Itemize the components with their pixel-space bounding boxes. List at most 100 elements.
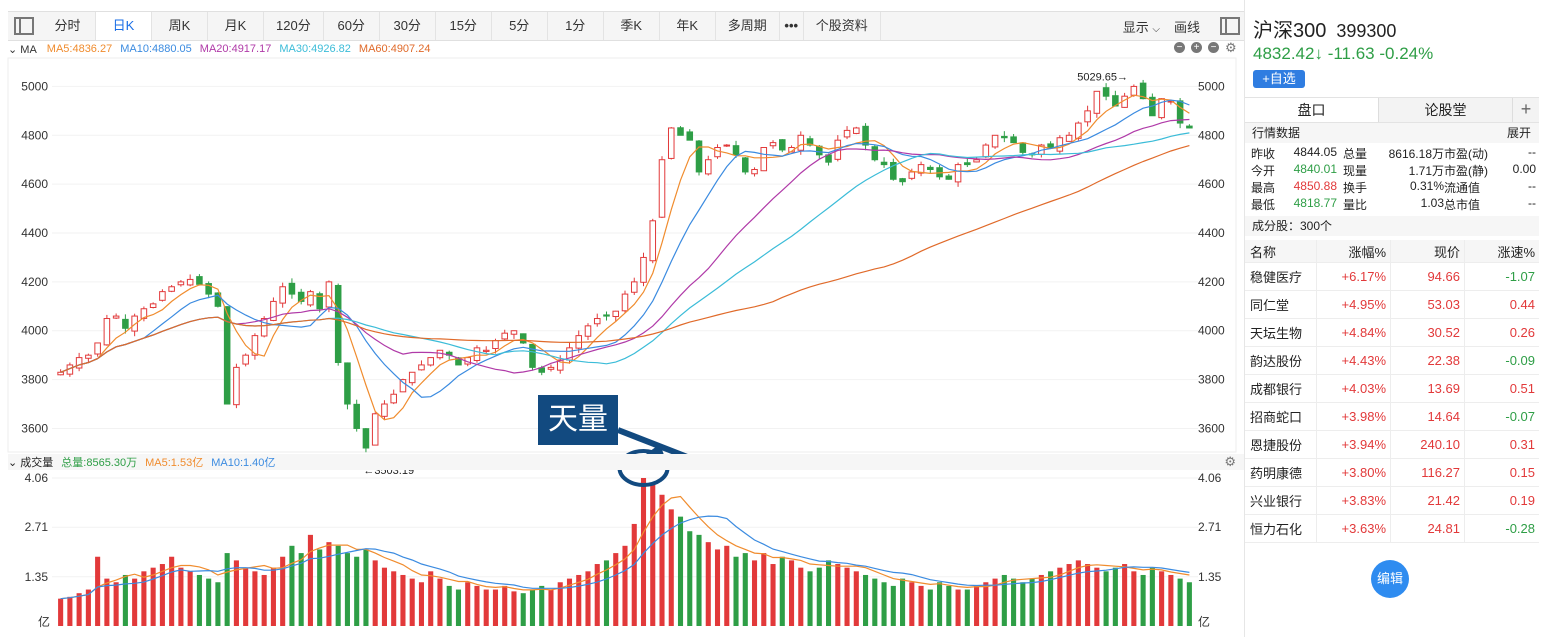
ma5-value: MA5:4836.27 [46,43,113,55]
plus-icon[interactable]: + [1191,42,1202,53]
volume-bar [372,560,378,626]
candle-body [297,291,305,302]
table-row[interactable]: 招商蛇口 +3.98% 14.64 -0.07 [1245,403,1539,431]
tab-period-11[interactable]: 年K [660,12,716,40]
chart-panel: 分时 日K 周K 月K 120分 60分 30分 15分 5分 1分 季K 年K 多周期 ••• 个股资料 … [0,0,1245,637]
volume-bar [233,560,239,626]
candle-body [131,315,138,332]
candle-body [853,127,860,134]
candle-body [1093,90,1101,114]
add-favorite-button[interactable]: +自选 [1253,70,1305,88]
volume-gear-icon[interactable]: ⚙ [1224,454,1236,469]
display-menu[interactable]: 显示 ⌵ [1123,17,1160,36]
tab-period-10[interactable]: 季K [604,12,660,40]
volume-bar [58,598,64,626]
table-row[interactable]: 稳健医疗 +6.17% 94.66 -1.07 [1245,263,1539,291]
y-tick-right: 4800 [1198,128,1225,142]
volume-bar [243,567,249,626]
volume-bar [1168,574,1174,626]
minus-circle-icon[interactable]: − [1208,42,1219,53]
column-header[interactable]: 涨速% [1497,244,1535,260]
gear-icon[interactable]: ⚙ [1225,40,1237,55]
volume-bar [206,578,212,626]
cell-name: 恩捷股份 [1245,431,1317,458]
volume-bar [502,585,508,626]
edit-button[interactable]: 编辑 [1371,560,1409,598]
cell-name: 稳健医疗 [1245,263,1317,290]
tab-forum[interactable]: 论股堂 [1379,98,1513,122]
volume-toggle[interactable]: ⌄ 成交量 [8,457,54,469]
cell-name: 兴业银行 [1245,487,1317,514]
candle-body [233,366,240,406]
ma-toggle[interactable]: ⌄ MA [8,43,37,56]
volume-bar [1038,574,1044,626]
tab-period-0[interactable]: 分时 [40,12,96,40]
y-tick-right: 4600 [1198,177,1225,191]
volume-bar [437,578,443,626]
candle-body [205,283,212,295]
tab-period-13[interactable]: ••• [780,12,804,40]
volume-bar [853,571,859,626]
sidebar-toggle-icon[interactable] [14,17,34,35]
table-row[interactable]: 成都银行 +4.03% 13.69 0.51 [1245,375,1539,403]
volume-bar [391,571,397,626]
candle-body [196,276,203,285]
add-tab-icon[interactable]: + [1513,98,1539,122]
tab-period-1[interactable]: 日K [96,12,152,40]
tab-period-8[interactable]: 5分 [492,12,548,40]
tab-period-4[interactable]: 120分 [264,12,324,40]
tab-period-3[interactable]: 月K [208,12,264,40]
volume-bar [298,553,304,626]
y-tick-left: 4600 [21,177,48,191]
volume-bar [289,545,295,626]
candle-body [353,403,360,429]
quote-section-label: 行情数据 [1252,126,1301,140]
candle-body [510,330,518,335]
quote-v2: 1.71万 [1408,164,1444,178]
table-row[interactable]: 韵达股份 +4.43% 22.38 -0.09 [1245,347,1539,375]
tab-period-2[interactable]: 周K [152,12,208,40]
table-row[interactable]: 同仁堂 +4.95% 53.03 0.44 [1245,291,1539,319]
candle-body [482,349,490,352]
table-row[interactable]: 兴业银行 +3.83% 21.42 0.19 [1245,487,1539,515]
quote-k1: 今开 [1251,164,1276,178]
ma10-value: MA10:4880.05 [120,43,192,55]
sidebar-right-toggle-icon[interactable] [1220,17,1240,35]
table-row[interactable]: 药明康德 +3.80% 116.27 0.15 [1245,459,1539,487]
volume-ma10: MA10:1.40亿 [211,457,276,469]
tab-period-5[interactable]: 60分 [324,12,380,40]
kline-chart[interactable]: 5000 5000 4800 4800 4600 4600 4400 4400 4200 4200… [0,0,1244,637]
column-header[interactable]: 现价 [1391,240,1465,262]
tab-period-6[interactable]: 30分 [380,12,436,40]
minus-icon[interactable]: − [1174,42,1185,53]
volume-tick-right: 4.06 [1198,471,1222,485]
tab-pankou[interactable]: 盘口 [1245,98,1379,122]
table-row[interactable]: 恩捷股份 +3.94% 240.10 0.31 [1245,431,1539,459]
candle-body [779,139,786,151]
table-row[interactable]: 天坛生物 +4.84% 30.52 0.26 [1245,319,1539,347]
candle-body [797,134,805,151]
column-header[interactable]: 涨幅% [1317,240,1391,262]
volume-bar [455,589,462,626]
y-tick-left: 5000 [21,79,48,93]
tab-period-12[interactable]: 多周期 [716,12,780,40]
candle-body [122,318,129,329]
table-row[interactable]: 恒力石化 +3.63% 24.81 -0.28 [1245,515,1539,543]
quote-row: 最低 4818.77 量比 1.03 总市值 -- [1251,196,1537,213]
y-tick-right: 4000 [1198,324,1225,338]
cell-name: 药明康德 [1245,459,1317,486]
candle-body [603,314,610,317]
y-tick-right: 4400 [1198,226,1225,240]
candle-body [260,318,268,337]
cell-price: 30.52 [1391,319,1465,346]
candle-body [288,282,296,295]
candle-body [103,318,111,346]
quote-v1: 4818.77 [1293,196,1337,210]
tab-period-9[interactable]: 1分 [548,12,604,40]
draw-line-button[interactable]: 画线 [1173,19,1200,35]
column-header[interactable]: 名称 [1245,240,1317,262]
expand-button[interactable]: 展开 [1506,126,1531,140]
tab-period-14[interactable]: 个股资料 [804,12,881,40]
tab-period-7[interactable]: 15分 [436,12,492,40]
candle-body [982,144,990,158]
